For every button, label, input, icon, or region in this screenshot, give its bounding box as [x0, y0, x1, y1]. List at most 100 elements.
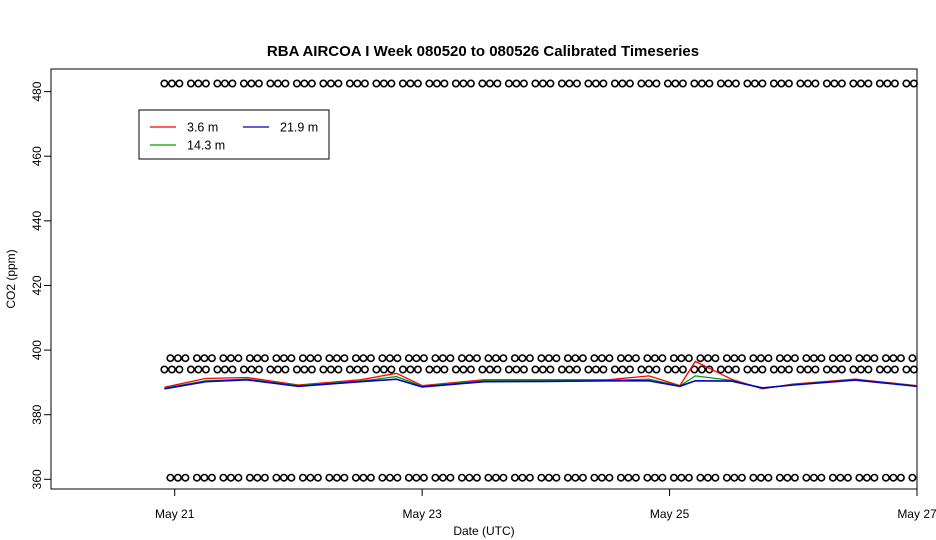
calibration-point	[379, 365, 388, 374]
calibration-point	[811, 79, 820, 88]
calibration-point	[332, 473, 341, 482]
calibration-point	[219, 354, 228, 363]
calibration-point	[260, 354, 269, 363]
calibration-point	[809, 354, 818, 363]
calibration-point	[499, 473, 508, 482]
calibration-point	[777, 365, 786, 374]
calibration-point	[213, 79, 222, 88]
x-tick-label-0: May 21	[155, 507, 195, 521]
series-line-2	[164, 378, 918, 390]
calibration-point	[485, 79, 494, 88]
calibration-point	[298, 354, 307, 363]
calibration-point	[353, 79, 362, 88]
x-tick-label-3: May 27	[897, 507, 936, 521]
calibration-point	[234, 473, 243, 482]
calibration-point	[597, 473, 606, 482]
calibration-point	[538, 365, 547, 374]
calibration-point	[546, 365, 555, 374]
calibration-point	[864, 365, 873, 374]
calibration-point	[870, 473, 879, 482]
calibration-point	[287, 473, 296, 482]
calibration-point	[758, 79, 767, 88]
calibration-point	[546, 79, 555, 88]
calibration-point	[307, 79, 316, 88]
calibration-point	[298, 473, 307, 482]
calibration-point	[306, 354, 315, 363]
calibration-point	[194, 365, 203, 374]
calibration-point	[784, 79, 793, 88]
y-axis-label: CO2 (ppm)	[4, 249, 18, 308]
calibration-point	[678, 365, 687, 374]
calibration-point	[817, 473, 826, 482]
calibration-point	[855, 354, 864, 363]
calibration-point	[459, 365, 468, 374]
calibration-point	[173, 354, 182, 363]
calibration-point	[273, 79, 282, 88]
calibration-point	[565, 79, 574, 88]
calibration-point	[669, 473, 678, 482]
calibration-point	[207, 473, 216, 482]
calibration-point	[451, 365, 460, 374]
calibration-point	[504, 365, 513, 374]
calibration-point	[677, 354, 686, 363]
calibration-point	[404, 473, 413, 482]
calibration-point	[518, 473, 527, 482]
calibration-point	[207, 354, 216, 363]
calibration-point	[398, 365, 407, 374]
calibration-point	[419, 354, 428, 363]
calibration-point	[459, 79, 468, 88]
calibration-point	[803, 365, 812, 374]
calibration-point	[889, 354, 898, 363]
legend: 3.6 m 14.3 m 21.9 m	[138, 109, 330, 160]
calibration-point	[696, 354, 705, 363]
calibration-point	[684, 473, 693, 482]
calibration-point	[166, 473, 175, 482]
calibration-point	[466, 365, 475, 374]
calibration-point	[332, 354, 341, 363]
series-lines	[164, 360, 918, 390]
calibration-point	[843, 473, 852, 482]
calibration-point	[584, 365, 593, 374]
calibration-point	[552, 354, 561, 363]
calibration-point	[855, 473, 864, 482]
calibration-point	[843, 354, 852, 363]
calibration-point	[512, 79, 521, 88]
calibration-point	[253, 473, 262, 482]
calibration-point	[643, 473, 652, 482]
calibration-point	[484, 354, 493, 363]
calibration-point	[519, 365, 528, 374]
calibration-point	[245, 473, 254, 482]
calibration-point	[228, 79, 237, 88]
calibration-point	[784, 365, 793, 374]
calibration-point	[849, 365, 858, 374]
calibration-point	[353, 365, 362, 374]
calibration-point	[366, 354, 375, 363]
calibration-point	[790, 354, 799, 363]
calibration-point	[591, 365, 600, 374]
y-tick-label-480: 480	[30, 81, 44, 101]
y-tick-label-420: 420	[30, 275, 44, 295]
calibration-point	[572, 79, 581, 88]
calibration-point	[584, 79, 593, 88]
calibration-point	[783, 473, 792, 482]
calibration-point	[387, 79, 396, 88]
x-tick-label-1: May 23	[402, 507, 442, 521]
calibration-point	[836, 473, 845, 482]
calibration-point	[822, 79, 831, 88]
calibration-point	[777, 79, 786, 88]
calibration-point	[572, 365, 581, 374]
calibration-point	[856, 365, 865, 374]
legend-box	[138, 109, 330, 160]
calibration-point	[644, 365, 653, 374]
calibration-point	[828, 473, 837, 482]
calibration-point	[883, 79, 892, 88]
calibration-point	[690, 79, 699, 88]
calibration-point	[544, 354, 553, 363]
calibration-point	[624, 473, 633, 482]
x-axis-label: Date (UTC)	[453, 524, 514, 538]
calibration-point	[870, 354, 879, 363]
calibration-point	[192, 473, 201, 482]
calibration-point	[186, 365, 195, 374]
calibration-point	[652, 365, 661, 374]
